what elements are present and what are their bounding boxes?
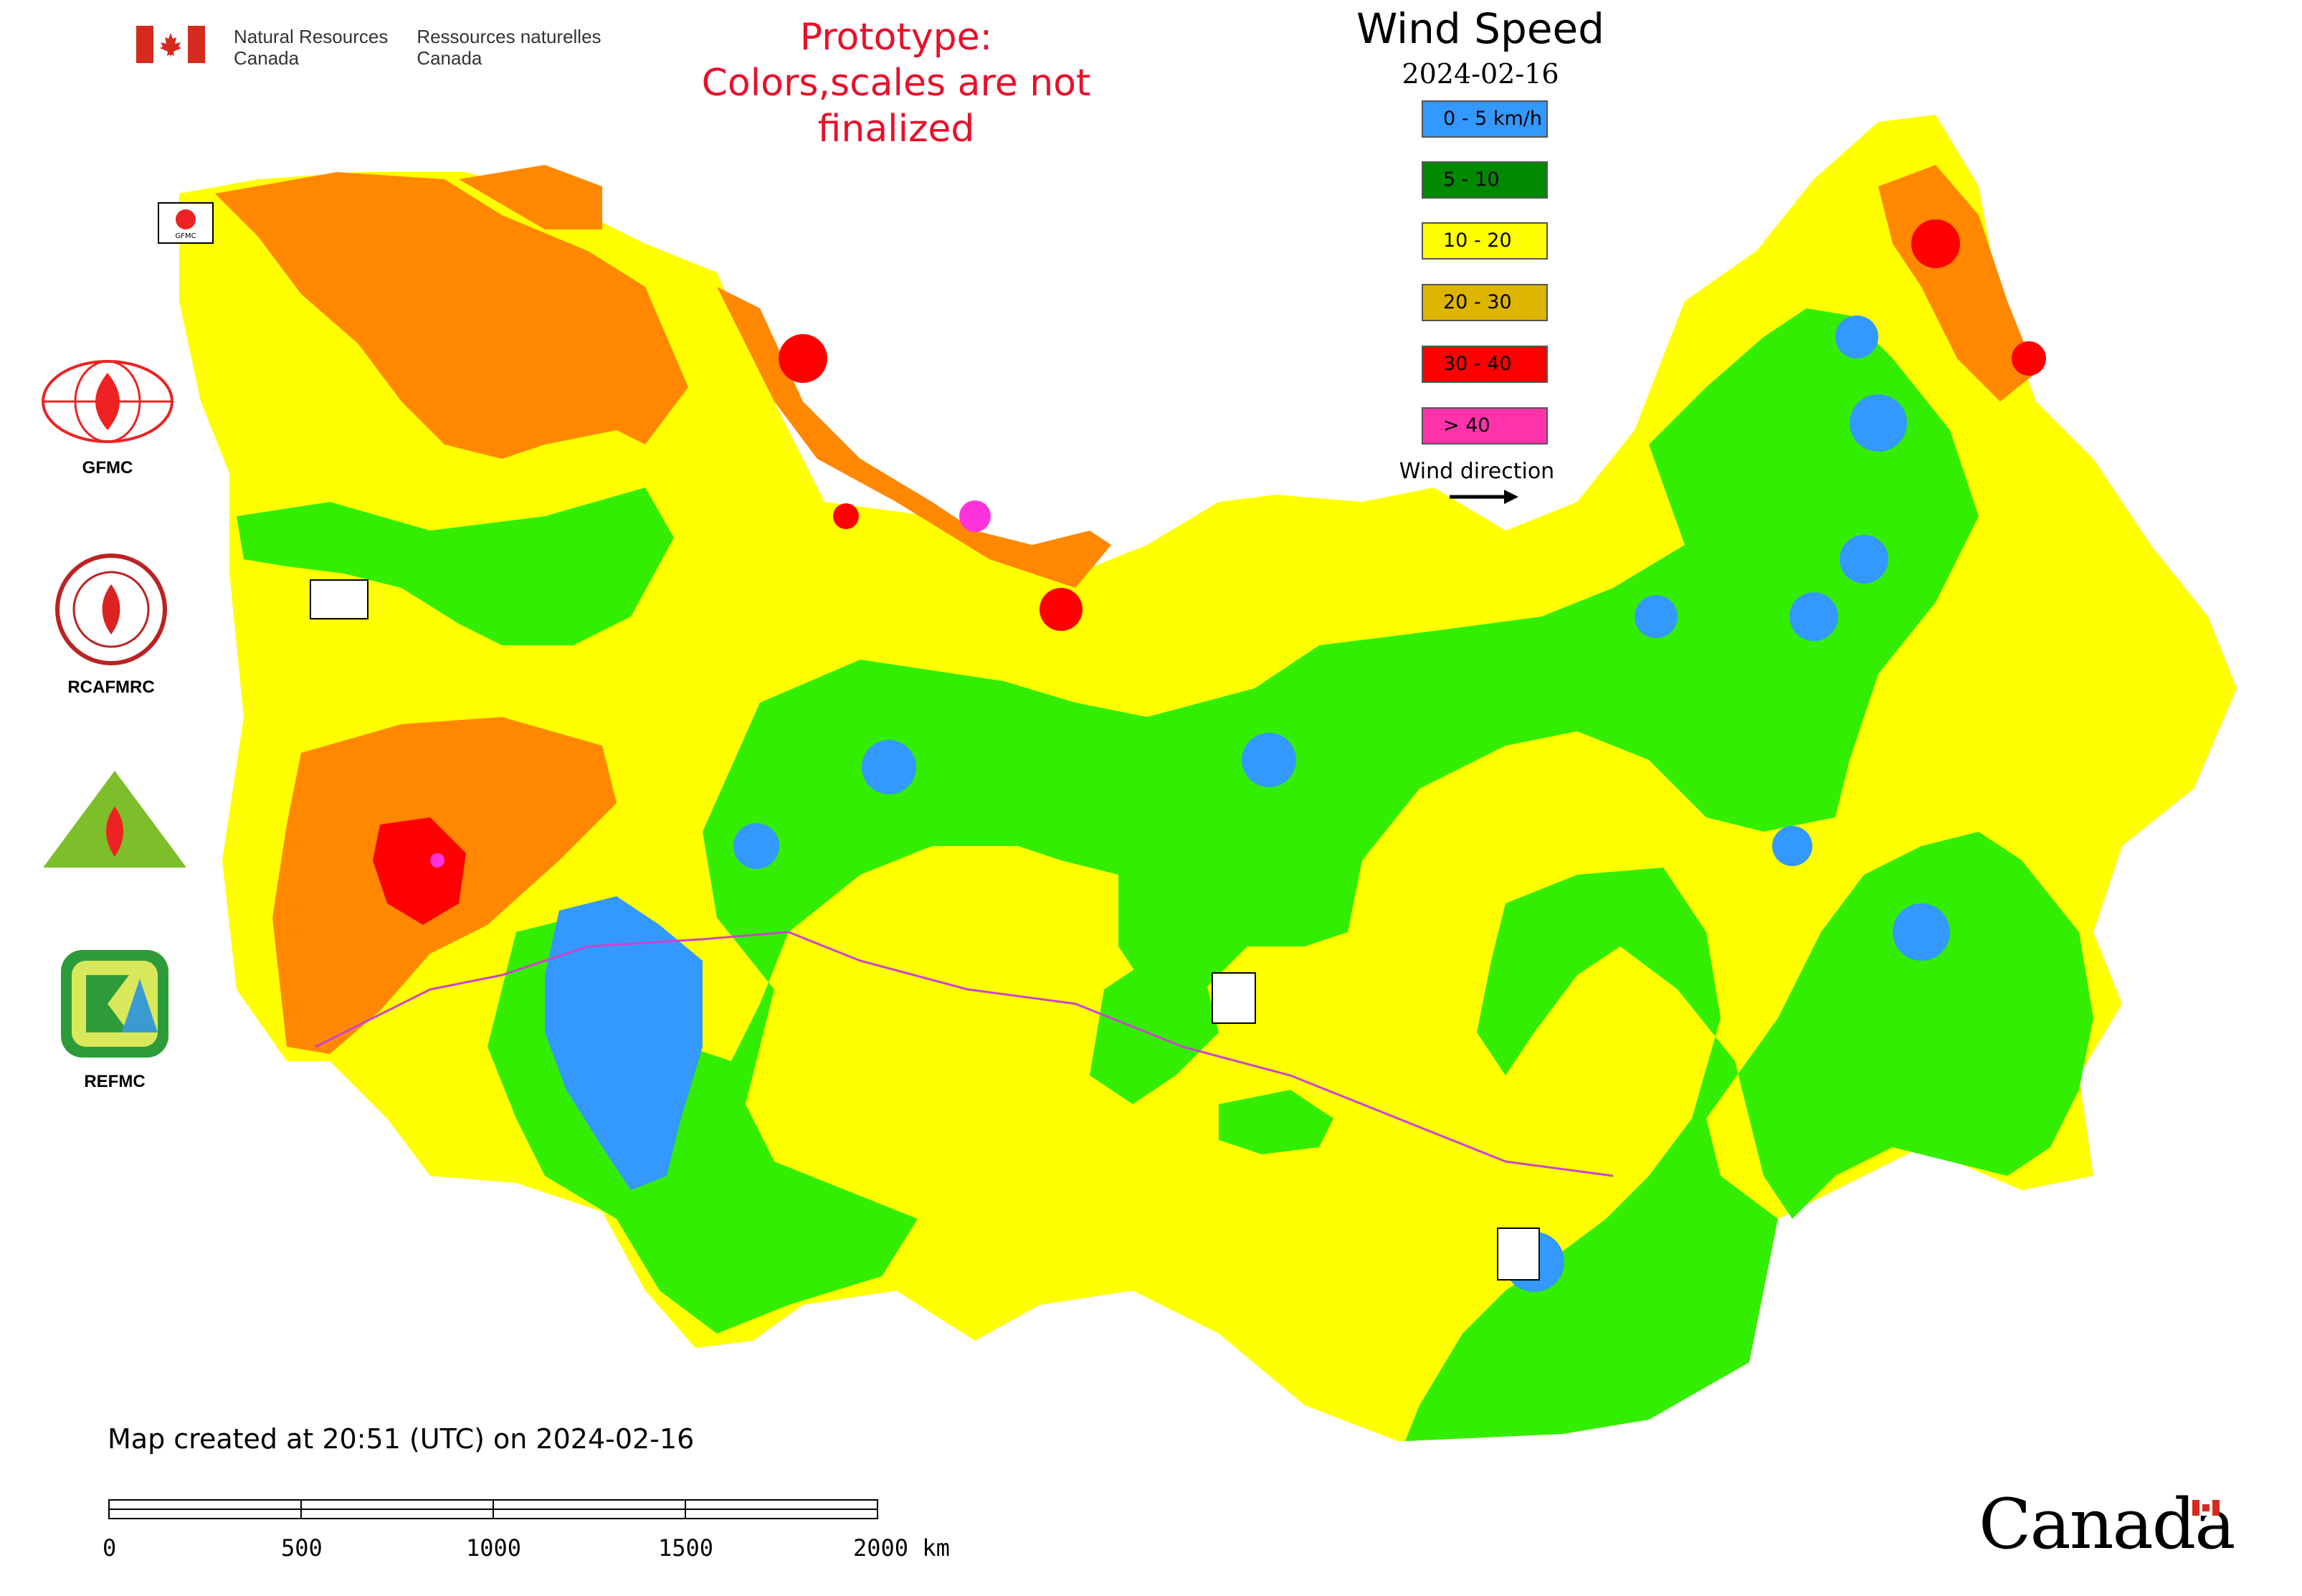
- calm-spot: [1850, 394, 1907, 452]
- wind-direction-label: Wind direction: [1399, 459, 1555, 484]
- notice-line2: Colors,scales are not finalized: [701, 62, 1091, 151]
- extreme-spot: [430, 853, 444, 868]
- legend: Wind Speed 2024-02-16 0 - 5 km/h 5 - 10 …: [1305, 0, 1656, 516]
- gov-en-line1: Natural Resources: [234, 26, 389, 47]
- calm-spot: [1772, 826, 1812, 866]
- map-created-text: Map created at 20:51 (UTC) on 2024-02-16: [108, 1423, 695, 1455]
- government-signature: Natural Resources Canada Ressources natu…: [136, 26, 601, 69]
- canada-flag-icon: [136, 26, 205, 63]
- zone-fresh: [215, 172, 688, 459]
- zone-light: [1405, 832, 2093, 1441]
- calm-spot: [1635, 595, 1678, 638]
- reefmc-map-marker: [310, 579, 368, 619]
- strong-spot: [779, 334, 827, 383]
- rcafmrc-logo: RCAFMRC: [54, 552, 168, 698]
- calm-spot: [1242, 733, 1296, 787]
- svg-text:GFMC: GFMC: [175, 232, 196, 240]
- legend-title: Wind Speed: [1356, 4, 1605, 53]
- zone-fresh: [459, 165, 602, 229]
- notice-line1: Prototype:: [799, 16, 993, 59]
- zone-fresh: [717, 287, 1111, 588]
- sigma-tree-icon: [61, 950, 168, 1058]
- zone-light: [1219, 1090, 1333, 1154]
- calm-spot: [1789, 592, 1838, 641]
- gov-fr-line2: Canada: [417, 47, 482, 69]
- legend-item-30-40: 30 - 40: [1422, 346, 1548, 383]
- legend-item-20-30: 20 - 30: [1422, 284, 1548, 321]
- triangle-flame-icon: [43, 771, 186, 868]
- calm-spot: [733, 823, 779, 869]
- gfmc-map-marker: GFMC: [158, 202, 214, 244]
- legend-item-0-5: 0 - 5 km/h: [1422, 100, 1548, 138]
- gov-fr-line1: Ressources naturelles: [417, 26, 601, 47]
- regional-center-seal-icon: [55, 554, 167, 665]
- scale-label-2000: 2000 km: [853, 1534, 950, 1562]
- zone-calm: [545, 896, 703, 1190]
- zone-light: [237, 488, 674, 645]
- legend-item-5-10: 5 - 10: [1422, 161, 1548, 199]
- calm-spot: [862, 740, 916, 794]
- prototype-notice: Prototype: Colors,scales are not finaliz…: [645, 14, 1147, 152]
- arrow-right-icon: [1450, 490, 1518, 504]
- legend-item-10-20: 10 - 20: [1422, 222, 1548, 260]
- calm-spot: [1840, 535, 1888, 584]
- extreme-spot: [959, 500, 991, 532]
- strong-spot: [2012, 341, 2046, 376]
- gfmc-logo: GFMC: [39, 358, 176, 478]
- scale-label-500: 500: [281, 1534, 323, 1562]
- country-boundary: [315, 931, 1614, 1177]
- strong-spot: [1040, 588, 1083, 631]
- refmc-label: REFMC: [84, 1072, 146, 1091]
- scale-label-0: 0: [103, 1534, 117, 1562]
- calm-spot: [1835, 315, 1878, 358]
- canada-wordmark: Canada: [1979, 1484, 2235, 1564]
- rcafmrc-map-marker: [1497, 1227, 1540, 1281]
- gfmc-label: GFMC: [82, 458, 133, 478]
- refmc-map-marker: [1212, 972, 1256, 1024]
- zone-light: [1090, 961, 1219, 1104]
- gov-name-en: Natural Resources Canada: [234, 26, 388, 69]
- gov-name-fr: Ressources naturelles Canada: [417, 26, 601, 69]
- legend-date: 2024-02-16: [1402, 58, 1559, 90]
- scale-bar: [108, 1499, 878, 1519]
- zone-fresh: [1878, 165, 2036, 402]
- zone-light: [487, 308, 1979, 1334]
- refmc-logo: REFMC: [57, 946, 172, 1092]
- rcafmrc-label: RCAFMRC: [67, 678, 155, 697]
- globe-flame-icon: [42, 360, 173, 443]
- scale-label-1500: 1500: [658, 1534, 714, 1562]
- reefmc-logo: [39, 767, 190, 880]
- gov-en-line2: Canada: [234, 47, 300, 69]
- legend-item-over-40: > 40: [1422, 407, 1548, 445]
- scale-label-1000: 1000: [466, 1534, 522, 1562]
- wordmark-flag-icon: [2192, 1500, 2220, 1516]
- strong-spot: [1911, 219, 1960, 268]
- strong-spot: [833, 503, 859, 529]
- calm-spot: [1893, 903, 1950, 961]
- zone-strong: [373, 817, 466, 925]
